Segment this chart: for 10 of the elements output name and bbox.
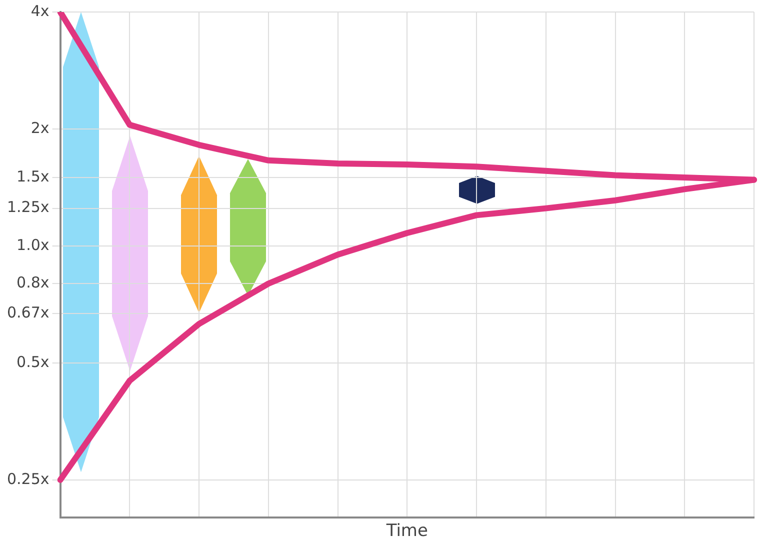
y-tick-label: 0.67x xyxy=(6,303,50,322)
y-tick-label: 0.25x xyxy=(6,470,50,488)
y-tick-label: 4x xyxy=(30,2,50,20)
x-axis-title: Time xyxy=(385,521,428,542)
y-tick-label: 2x xyxy=(30,118,50,137)
y-tick-label: 1.0x xyxy=(16,236,50,254)
y-tick-label: 1.25x xyxy=(6,198,50,216)
y-tick-label: 0.8x xyxy=(16,274,50,292)
y-tick-label: 1.5x xyxy=(16,167,50,186)
y-tick-label: 0.5x xyxy=(16,352,50,371)
